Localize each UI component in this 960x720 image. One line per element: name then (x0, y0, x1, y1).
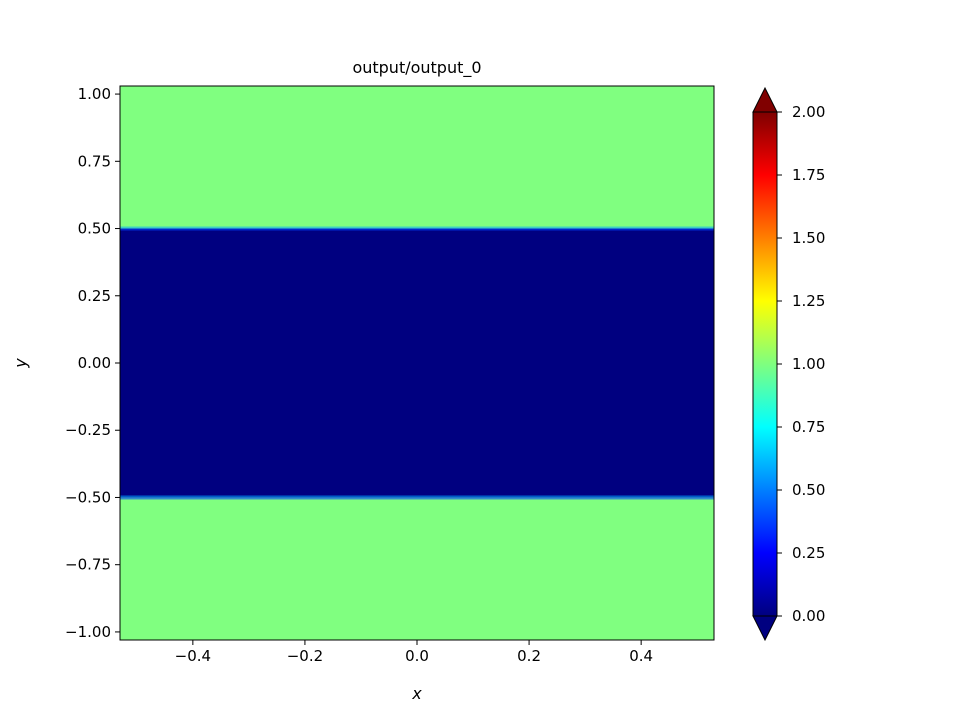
heatmap-region-2 (120, 497, 714, 640)
region-edge (120, 228, 714, 231)
plot-area (119, 85, 715, 641)
x-axis: −0.4 −0.2 0.0 0.2 0.4 (175, 640, 653, 665)
heatmap-region-1 (120, 228, 714, 498)
colorbar-tick-label: 1.00 (792, 355, 825, 373)
colorbar-tick-label: 0.25 (792, 544, 825, 562)
x-axis-label: x (411, 684, 422, 703)
colorbar-gradient (752, 111, 778, 617)
colorbar-tick-label: 1.50 (792, 229, 825, 247)
x-tick-label: 0.0 (405, 647, 429, 665)
x-tick-label: 0.2 (517, 647, 541, 665)
colorbar-tick-label: 1.75 (792, 166, 825, 184)
region-edge (120, 226, 714, 229)
region-edge (120, 495, 714, 498)
y-axis-label: y (11, 358, 30, 369)
y-tick-label: 0.50 (78, 220, 111, 238)
colorbar-tick-label: 1.25 (792, 292, 825, 310)
y-tick-label: −0.25 (65, 421, 111, 439)
colorbar-tick-label: 0.50 (792, 481, 825, 499)
colorbar-tick-label: 2.00 (792, 103, 825, 121)
y-tick-label: 1.00 (78, 85, 111, 103)
y-tick-label: 0.75 (78, 152, 111, 170)
x-tick-label: −0.4 (175, 647, 211, 665)
colorbar-tick-label: 0.00 (792, 607, 825, 625)
y-tick-label: −1.00 (65, 623, 111, 641)
colorbar-extend-top (752, 86, 778, 113)
y-tick-label: −0.75 (65, 556, 111, 574)
colorbar-tick-label: 0.75 (792, 418, 825, 436)
x-tick-label: −0.2 (287, 647, 323, 665)
x-tick-label: 0.4 (629, 647, 653, 665)
colorbar: 2.00 1.75 1.50 1.25 1.00 0.75 0.50 0.25 0.00 (752, 86, 825, 642)
heatmap-region-0 (120, 86, 714, 229)
y-tick-label: 0.25 (78, 287, 111, 305)
y-tick-label: −0.50 (65, 488, 111, 506)
y-axis: 1.00 0.75 0.50 0.25 0.00 −0.25 −0.50 −0.75 −1.00 (65, 85, 120, 641)
chart-title: output/output_0 (352, 58, 481, 78)
region-edge (120, 497, 714, 500)
colorbar-extend-bottom (752, 615, 778, 642)
y-tick-label: 0.00 (78, 354, 111, 372)
